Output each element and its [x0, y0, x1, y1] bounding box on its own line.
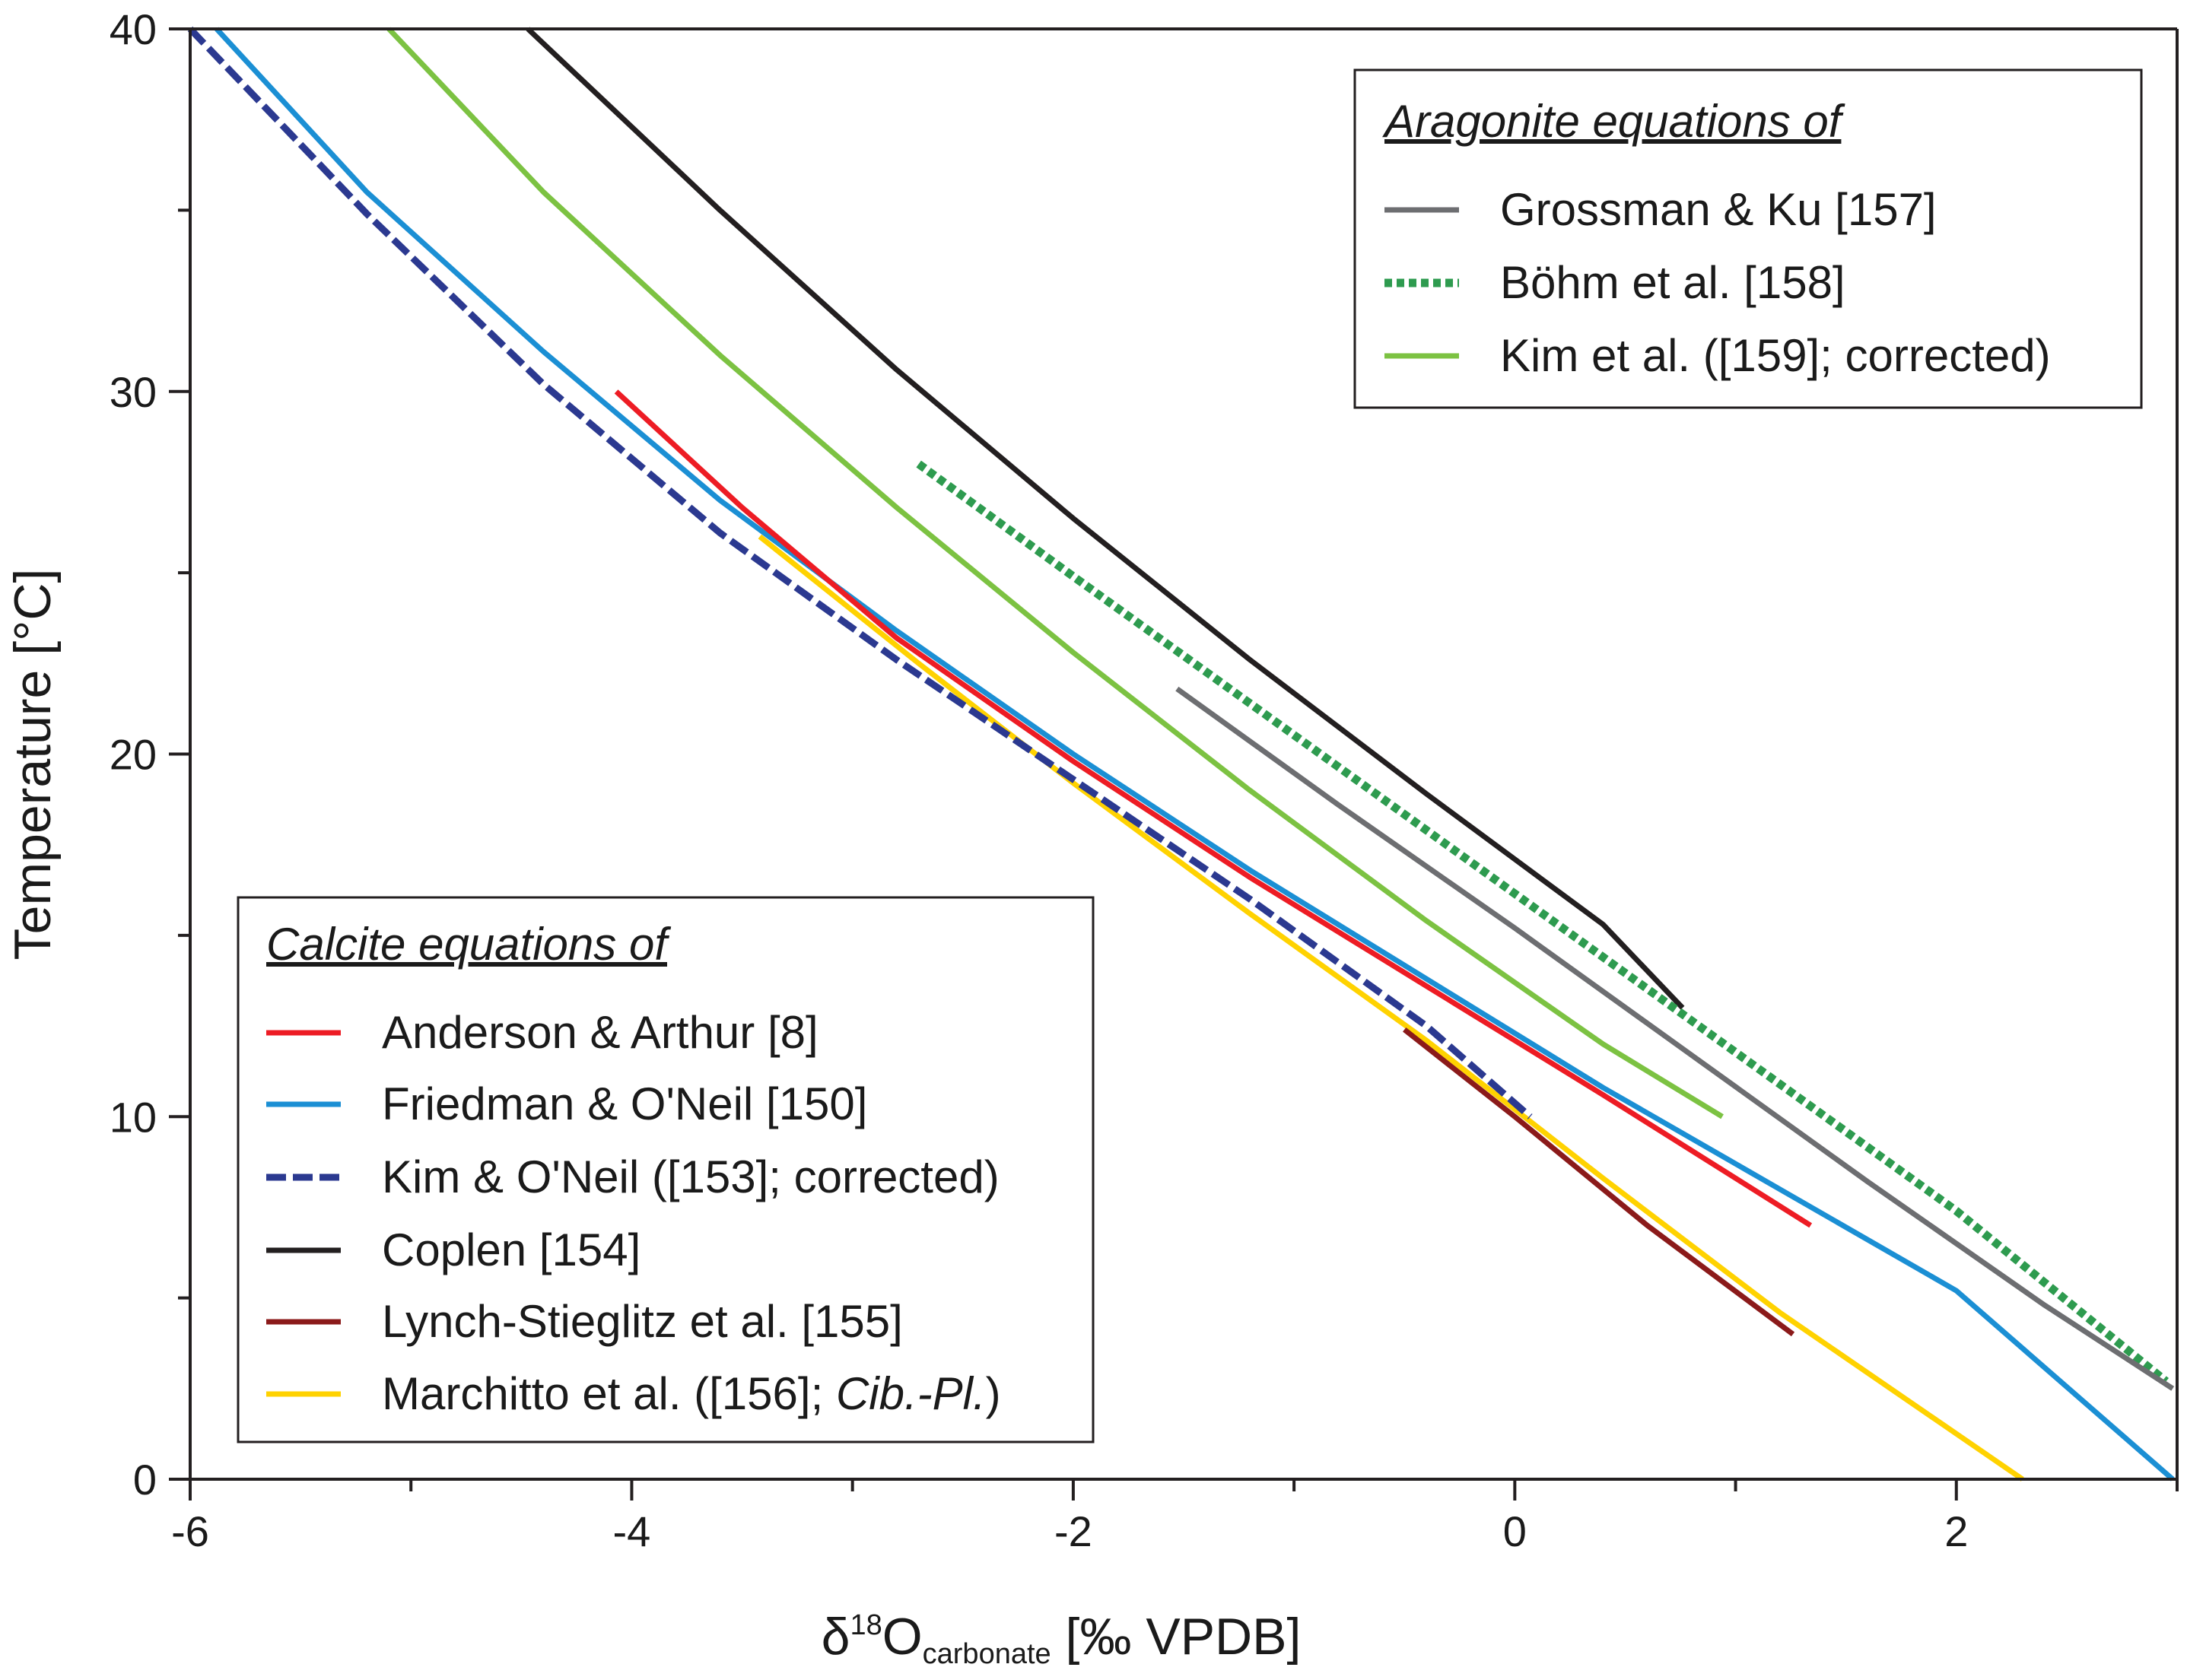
legend-label-marchitto: Marchitto et al. ([156]; Cib.-Pl.) — [382, 1368, 1001, 1419]
legend-label-kim-arag: Kim et al. ([159]; corrected) — [1500, 330, 2051, 381]
series-line-bohm — [916, 460, 2169, 1385]
x-axis-title-sub: carbonate — [923, 1638, 1051, 1670]
x-tick-label: 0 — [1503, 1507, 1527, 1555]
series-line-marchitto — [758, 534, 2024, 1482]
series-line-grossman — [1175, 686, 2175, 1391]
y-tick-label: 0 — [133, 1456, 157, 1504]
x-axis-title-main: O — [882, 1608, 923, 1666]
series-line-anderson — [614, 389, 1813, 1228]
legend-aragonite-title: Aragonite equations of — [1382, 96, 1845, 147]
legend-label-coplen: Coplen [154] — [382, 1224, 641, 1275]
series-line-kim-oneil — [187, 26, 1533, 1119]
x-tick-label: -6 — [171, 1507, 209, 1555]
x-tick-label: -2 — [1054, 1507, 1092, 1555]
series-line-friedman — [215, 27, 2175, 1482]
legend-calcite: Calcite equations of Anderson & Arthur [… — [237, 896, 1095, 1443]
x-axis-title-sup: 18 — [850, 1609, 882, 1641]
x-axis-title-suffix: [‰ VPDB] — [1051, 1608, 1302, 1666]
x-axis-title-prefix: δ — [822, 1608, 850, 1666]
legend-aragonite: Aragonite equations of Grossman & Ku [15… — [1353, 68, 2143, 409]
series-line-coplen — [526, 27, 1685, 1010]
y-tick-label: 30 — [110, 368, 157, 416]
y-tick-label: 40 — [110, 5, 157, 53]
x-tick-label: 2 — [1944, 1507, 1968, 1555]
legend-label-marchitto-suffix: ) — [986, 1368, 1001, 1419]
x-tick-label: -4 — [613, 1507, 651, 1555]
legend-label-lynch: Lynch-Stieglitz et al. [155] — [382, 1296, 903, 1347]
y-tick-label: 10 — [110, 1093, 157, 1141]
y-tick-label: 20 — [110, 731, 157, 779]
legend-label-marchitto-prefix: Marchitto et al. ([156]; — [382, 1368, 836, 1419]
y-axis-title: Temperature [°C] — [4, 569, 62, 961]
legend-label-anderson: Anderson & Arthur [8] — [382, 1007, 819, 1058]
x-axis-title: δ18Ocarbonate [‰ VPDB] — [822, 1608, 1302, 1670]
legend-aragonite-box — [1353, 68, 2143, 409]
series-layer — [187, 26, 2175, 1482]
legend-label-bohm: Böhm et al. [158] — [1500, 257, 1845, 308]
series-line-kim-arag — [386, 27, 1724, 1119]
legend-label-kim-oneil: Kim & O'Neil ([153]; corrected) — [382, 1151, 1000, 1202]
series-line-lynch — [1403, 1027, 1795, 1337]
legend-label-grossman: Grossman & Ku [157] — [1500, 184, 1937, 235]
legend-label-marchitto-italic: Cib.-Pl. — [836, 1368, 986, 1419]
legend-label-friedman: Friedman & O'Neil [150] — [382, 1078, 867, 1129]
legend-calcite-title: Calcite equations of — [266, 919, 671, 970]
legend-calcite-box — [237, 896, 1095, 1443]
